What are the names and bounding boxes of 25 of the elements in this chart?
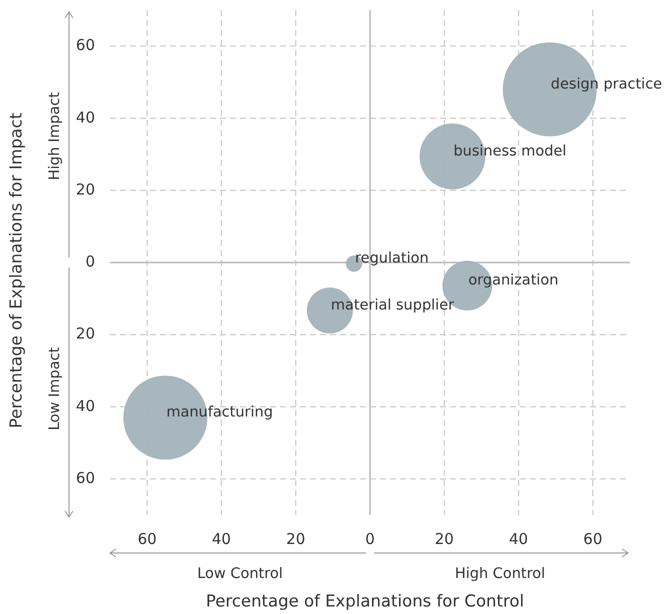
annotation: regulation [355, 250, 429, 267]
y-tick-label: 40 [76, 396, 95, 415]
text: Low Impact [46, 346, 63, 430]
x-tick-label: 60 [583, 530, 602, 548]
x-tick-label: 20 [286, 530, 306, 548]
x-tick-label: 0 [365, 530, 375, 548]
annotation: organization [468, 272, 558, 289]
y-tick-label: 20 [76, 180, 95, 198]
annotation: business model [453, 143, 566, 160]
annotation: material supplier [330, 297, 454, 314]
y-tick-label: 60 [76, 36, 95, 54]
y-tick-label: 40 [76, 108, 95, 126]
x-axis-title: Percentage of Explanations for Control [206, 592, 524, 611]
y-axis-title: Percentage of Explanations for Impact [6, 112, 26, 428]
x-tick-label: 60 [138, 530, 157, 548]
y-tick-label: 60 [76, 469, 95, 488]
y-tick-label: 20 [76, 324, 95, 343]
text: High Impact [46, 92, 63, 180]
x-tick-label: 40 [509, 530, 528, 548]
x-tick-label: 20 [434, 530, 454, 548]
text: Low Control [197, 566, 283, 582]
annotation: manufacturing [166, 404, 273, 421]
text: High Control [454, 566, 546, 582]
x-tick-label: 40 [212, 530, 231, 548]
y-tick-label: 0 [85, 252, 95, 271]
